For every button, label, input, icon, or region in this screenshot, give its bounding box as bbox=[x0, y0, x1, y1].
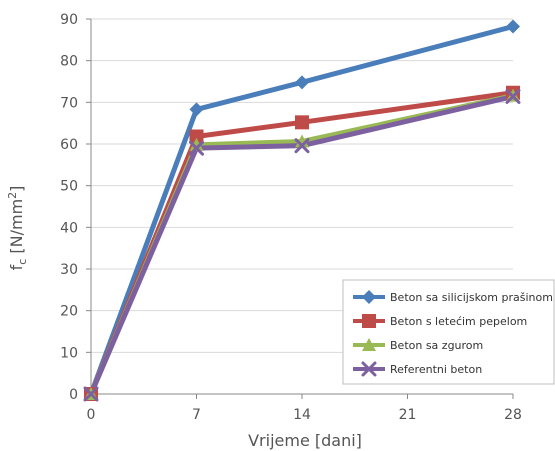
y-tick-label: 40 bbox=[60, 220, 78, 236]
series-line bbox=[88, 94, 516, 397]
y-axis-title-sup: 2 bbox=[6, 192, 19, 199]
x-tick-label: 21 bbox=[399, 407, 417, 423]
y-tick-label: 70 bbox=[60, 95, 78, 111]
legend: Beton sa silicijskom prašinom Beton s let… bbox=[342, 279, 555, 385]
y-tick-label: 60 bbox=[60, 137, 78, 153]
y-axis-title-close: ] bbox=[7, 186, 26, 192]
y-tick-label: 90 bbox=[60, 12, 78, 28]
legend-label: Referentni beton bbox=[390, 363, 482, 376]
data-point bbox=[294, 138, 310, 154]
series-markers bbox=[83, 19, 521, 402]
y-axis-title: fc [N/mm2] bbox=[6, 186, 29, 271]
legend-marker bbox=[362, 338, 376, 351]
data-point bbox=[295, 115, 309, 130]
legend-label: Beton sa silicijskom prašinom bbox=[390, 291, 553, 304]
y-axis-title-unit: [N/mm bbox=[7, 199, 26, 259]
x-axis-title: Vrijeme [dani] bbox=[248, 431, 362, 450]
y-axis-ticks: 0 10 20 30 40 50 60 70 80 90 bbox=[60, 12, 91, 403]
y-tick-label: 50 bbox=[60, 179, 78, 195]
y-tick-label: 30 bbox=[60, 262, 78, 278]
x-tick-label: 14 bbox=[293, 407, 311, 423]
series-line bbox=[88, 24, 516, 397]
data-point bbox=[189, 102, 204, 117]
x-tick-label: 0 bbox=[87, 407, 96, 423]
data-point bbox=[189, 137, 204, 151]
y-axis-title-main: f bbox=[7, 264, 26, 270]
data-point bbox=[505, 89, 521, 104]
legend-marker bbox=[362, 290, 376, 304]
y-tick-label: 80 bbox=[60, 54, 78, 70]
y-tick-label: 0 bbox=[69, 387, 78, 403]
gridlines bbox=[91, 18, 513, 395]
data-point bbox=[189, 129, 204, 144]
y-axis-title-sub: c bbox=[16, 259, 29, 265]
data-point bbox=[295, 75, 309, 90]
data-point bbox=[506, 19, 520, 34]
data-point bbox=[83, 386, 99, 402]
y-tick-label: 20 bbox=[60, 304, 78, 320]
legend-label: Beton s letećim pepelom bbox=[390, 315, 527, 328]
y-tick-label: 10 bbox=[60, 345, 78, 361]
x-tick-label: 28 bbox=[504, 407, 522, 423]
legend-marker bbox=[362, 314, 376, 328]
series-lines bbox=[88, 24, 516, 397]
x-tick-label: 7 bbox=[192, 407, 201, 423]
x-axis-ticks: 0 7 14 21 28 bbox=[87, 394, 522, 423]
legend-label: Beton sa zgurom bbox=[390, 339, 483, 352]
legend-marker bbox=[361, 361, 377, 377]
data-point bbox=[189, 140, 204, 156]
